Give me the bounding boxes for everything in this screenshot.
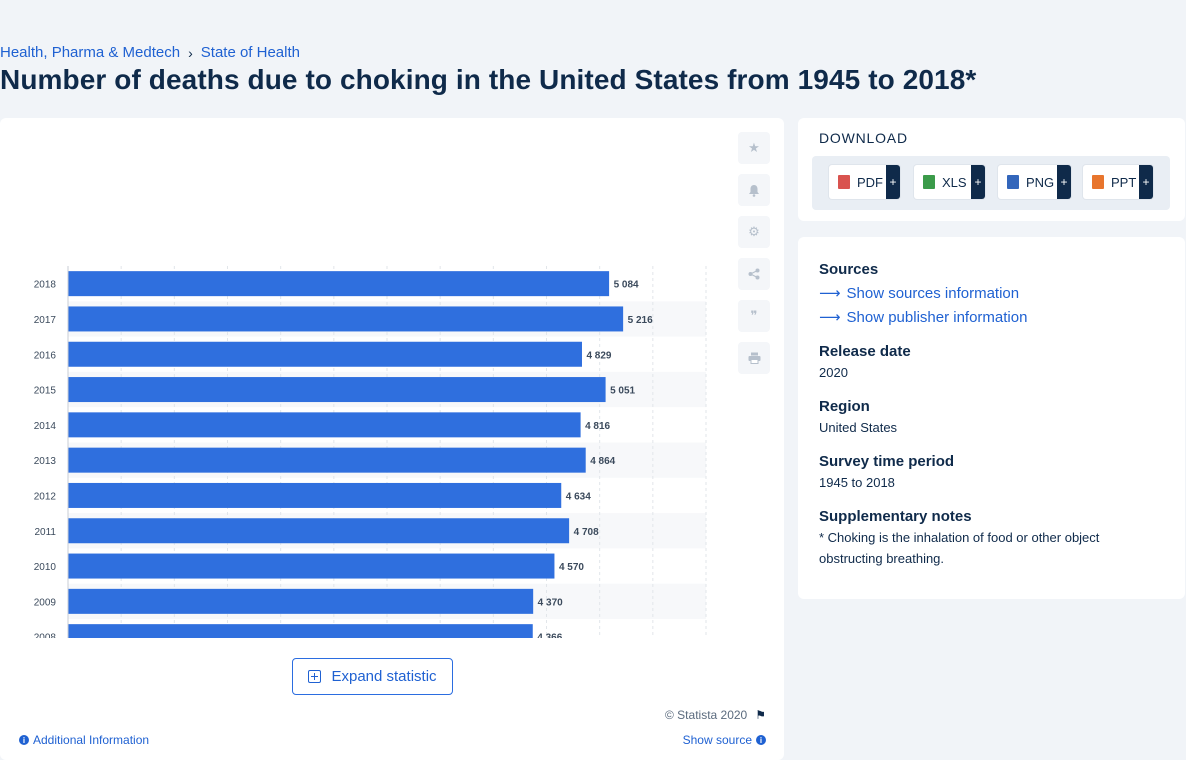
y-tick-label: 2015 [34, 386, 57, 397]
data-label: 4 570 [559, 562, 584, 573]
breadcrumb-link-state-of-health[interactable]: State of Health [200, 44, 300, 61]
y-tick-label: 2016 [34, 350, 57, 361]
download-row: PDF + XLS + PNG + PPT + [812, 156, 1170, 210]
data-label: 5 051 [610, 386, 635, 397]
download-png-label: PNG [1026, 174, 1055, 190]
y-tick-label: 2012 [34, 491, 57, 502]
download-xls-button[interactable]: XLS + [914, 165, 985, 199]
download-card: DOWNLOAD PDF + XLS + PNG + PPT + [798, 118, 1185, 221]
y-tick-label: 2017 [34, 315, 57, 326]
breadcrumb-separator: › [188, 44, 193, 61]
arrow-right-icon: ⟶ [819, 285, 841, 302]
bar[interactable] [68, 447, 586, 473]
png-file-icon [1007, 175, 1019, 189]
download-title: DOWNLOAD [819, 130, 908, 146]
sources-heading: Sources [819, 261, 879, 278]
flag-icon[interactable]: ⚑ [755, 708, 766, 722]
star-icon[interactable]: ★ [738, 132, 770, 164]
expand-statistic-button[interactable]: Expand statistic [292, 658, 453, 695]
xls-file-icon [923, 175, 935, 189]
top-band [0, 0, 1186, 40]
bar[interactable] [68, 482, 562, 508]
gear-icon[interactable]: ⚙ [738, 216, 770, 248]
supplementary-notes-heading: Supplementary notes [819, 508, 972, 525]
bar-chart: 2018 5 084 2017 5 216 2016 4 829 2015 5 051 2014… [34, 266, 707, 638]
y-tick-label: 2009 [34, 597, 57, 608]
bar[interactable] [68, 306, 624, 332]
info-icon: i [756, 735, 766, 745]
survey-period-value: 1945 to 2018 [819, 475, 895, 490]
breadcrumb-link-health[interactable]: Health, Pharma & Medtech [0, 44, 181, 61]
data-label: 4 634 [566, 491, 591, 502]
chart-toolbar: ★ ⚙ ❞ [738, 132, 770, 374]
y-tick-label: 2011 [34, 527, 56, 538]
bar[interactable] [68, 412, 581, 438]
plus-icon: + [1139, 165, 1153, 199]
download-png-button[interactable]: PNG + [998, 165, 1071, 199]
show-sources-link[interactable]: ⟶ Show sources information [819, 284, 1020, 303]
info-icon: i [19, 735, 29, 745]
release-date-heading: Release date [819, 343, 911, 360]
data-label: 5 084 [614, 280, 639, 291]
copyright: © Statista 2020 ⚑ [665, 708, 766, 722]
y-tick-label: 2010 [34, 562, 57, 573]
show-source-label: Show source [682, 733, 752, 747]
y-tick-label: 2008 [34, 633, 57, 638]
download-pdf-button[interactable]: PDF + [829, 165, 900, 199]
data-label: 4 829 [586, 350, 611, 361]
plus-icon: + [886, 165, 900, 199]
plus-square-icon [308, 670, 322, 683]
bell-icon[interactable] [738, 174, 770, 206]
ppt-file-icon [1092, 175, 1104, 189]
download-ppt-button[interactable]: PPT + [1083, 165, 1153, 199]
expand-statistic-label: Expand statistic [331, 668, 437, 685]
download-pdf-label: PDF [857, 174, 883, 190]
plus-icon: + [971, 165, 985, 199]
y-tick-label: 2018 [34, 280, 57, 291]
data-label: 4 816 [585, 421, 610, 432]
print-icon[interactable] [738, 342, 770, 374]
y-tick-label: 2014 [34, 421, 57, 432]
breadcrumb: Health, Pharma & Medtech › State of Heal… [0, 44, 300, 61]
bar[interactable] [68, 588, 534, 614]
release-date-value: 2020 [819, 365, 848, 380]
copyright-text: © Statista 2020 [665, 708, 748, 722]
chart-card: 2018 5 084 2017 5 216 2016 4 829 2015 5 051 2014… [0, 118, 784, 760]
download-xls-label: XLS [942, 174, 967, 190]
bar[interactable] [68, 271, 610, 297]
y-tick-label: 2013 [34, 456, 57, 467]
info-card: Sources ⟶ Show sources information ⟶ Sho… [798, 237, 1185, 599]
data-label: 5 216 [628, 315, 653, 326]
quote-icon[interactable]: ❞ [738, 300, 770, 332]
bar[interactable] [68, 624, 533, 638]
additional-information-label: Additional Information [33, 733, 150, 747]
pdf-file-icon [838, 175, 850, 189]
additional-information-link[interactable]: i Additional Information [19, 733, 149, 747]
data-label: 4 708 [574, 527, 599, 538]
plus-icon: + [1057, 165, 1071, 199]
data-label: 4 366 [537, 633, 562, 638]
region-value: United States [819, 420, 898, 435]
supplementary-notes-value: * Choking is the inhalation of food or o… [819, 530, 1100, 566]
show-publisher-link[interactable]: ⟶ Show publisher information [819, 308, 1028, 327]
page-title: Number of deaths due to choking in the U… [0, 64, 977, 95]
bar[interactable] [68, 341, 582, 367]
show-source-link[interactable]: Show source i [683, 733, 766, 747]
survey-period-heading: Survey time period [819, 453, 955, 470]
bar[interactable] [68, 553, 555, 579]
data-label: 4 864 [590, 456, 615, 467]
download-ppt-label: PPT [1111, 174, 1137, 190]
region-heading: Region [819, 398, 870, 415]
data-label: 4 370 [538, 597, 563, 608]
arrow-right-icon: ⟶ [819, 309, 841, 326]
share-icon[interactable] [738, 258, 770, 290]
bar[interactable] [68, 518, 570, 544]
show-sources-label: Show sources information [846, 284, 1020, 302]
show-publisher-label: Show publisher information [846, 308, 1028, 326]
bar[interactable] [68, 377, 606, 403]
